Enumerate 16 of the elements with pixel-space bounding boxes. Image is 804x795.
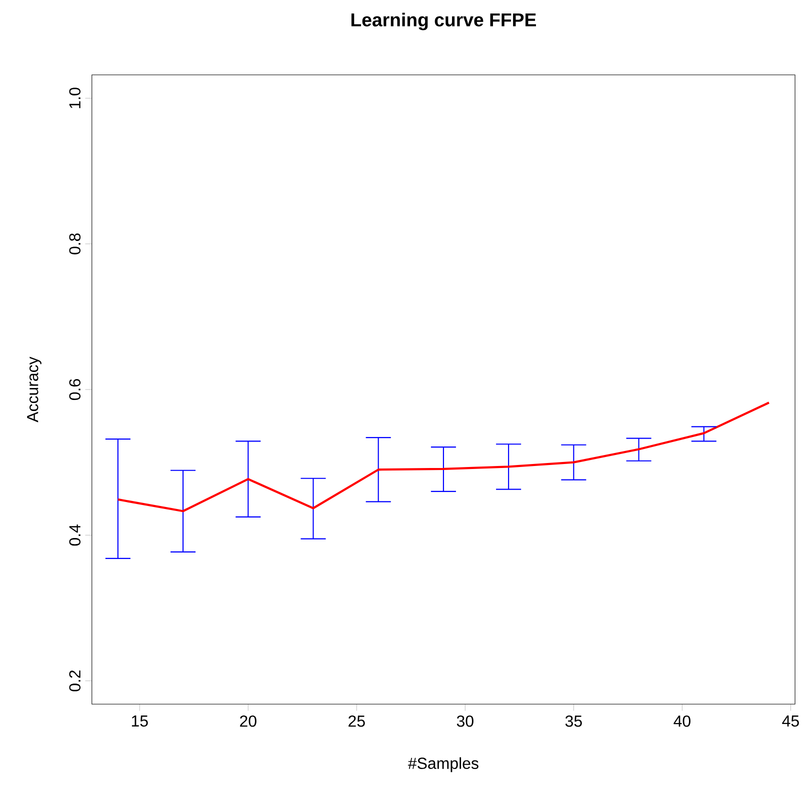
x-tick-label: 35 (565, 715, 582, 727)
chart-title: Learning curve FFPE (351, 12, 536, 30)
y-tick-label: 0.4 (69, 524, 81, 546)
y-tick-label: 0.6 (69, 379, 81, 400)
x-tick-label: 20 (240, 715, 256, 727)
x-tick-label: 40 (674, 715, 690, 727)
x-tick-label: 30 (456, 715, 474, 727)
y-axis-title: Accuracy (27, 356, 42, 422)
y-tick-label: 0.8 (69, 233, 81, 254)
x-tick-label: 15 (132, 716, 148, 727)
y-tick-label: 0.2 (69, 670, 81, 692)
x-tick-label: 45 (782, 716, 799, 727)
x-tick-label: 25 (348, 715, 365, 727)
y-tick-label: 1.0 (69, 88, 81, 108)
line-series (116, 402, 770, 512)
x-axis-title: #Samples (408, 757, 478, 772)
